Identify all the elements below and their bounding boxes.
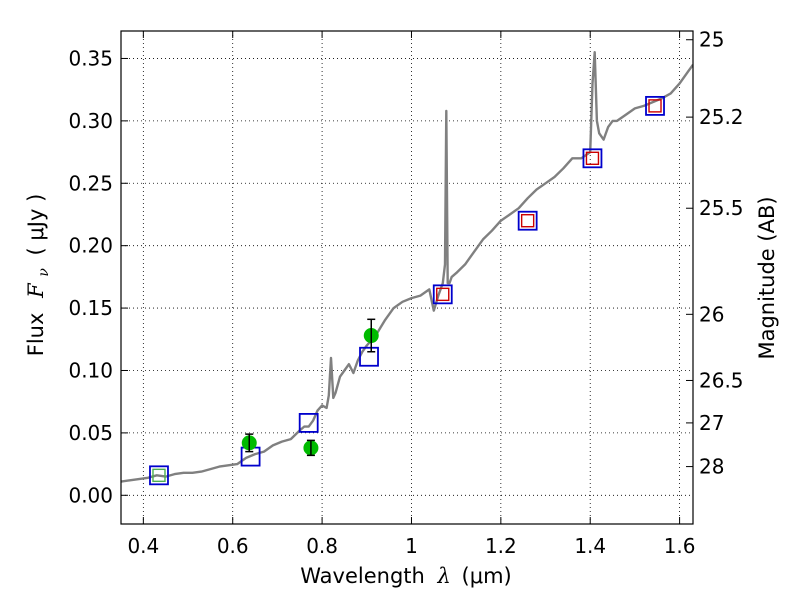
x-tick-label: 1.4	[574, 534, 606, 558]
plot-frame	[120, 30, 694, 525]
y2-axis-label: Magnitude (AB)	[755, 196, 779, 359]
x-tick-label: 0.8	[306, 534, 338, 558]
y2-tick-label: 28	[699, 455, 724, 479]
model-flux-square	[432, 284, 453, 305]
y-axis-label-unit: ( μJy )	[24, 194, 48, 256]
y2-tick-label: 26	[699, 302, 724, 326]
model-flux-square	[582, 148, 603, 169]
inner-square-marker	[585, 151, 600, 166]
model-flux-square	[517, 210, 538, 231]
y2-tick-label: 25.2	[699, 105, 744, 129]
x-tick-label: 0.4	[127, 534, 159, 558]
y-tick-label: 0.00	[68, 483, 113, 507]
y-tick-label: 0.10	[68, 358, 113, 382]
grid-lines	[121, 31, 693, 524]
ticks: 0.4 0.6 0.8 1 1.2 1.4 1.6 0.00 0.05 0.10 0.15 0.20 0…	[68, 28, 743, 558]
x-axis-label-unit: (μm)	[462, 564, 512, 588]
spectrum-line	[121, 51, 693, 483]
y-axis-label-subscript: ν	[36, 268, 52, 277]
inner-square-marker	[152, 468, 166, 483]
x-axis-label: Wavelength λ (μm)	[300, 564, 511, 588]
x-tick-label: 1	[405, 534, 418, 558]
x-axis-label-text: Wavelength	[300, 564, 425, 588]
x-tick-label: 0.6	[217, 534, 249, 558]
y2-tick-label: 26.5	[699, 368, 744, 392]
y-axis-label: Flux F ν ( μJy )	[24, 194, 53, 357]
series-layer	[121, 51, 693, 486]
y2-tick-label: 25.5	[699, 196, 744, 220]
y-tick-label: 0.35	[68, 46, 113, 70]
inner-square-marker	[648, 99, 662, 113]
y-tick-label: 0.05	[68, 421, 113, 445]
y2-tick-label: 27	[699, 411, 724, 435]
y-tick-label: 0.15	[68, 296, 113, 320]
y2-tick-label: 25	[699, 28, 724, 52]
model-flux-square	[149, 465, 169, 486]
y-tick-label: 0.30	[68, 109, 113, 133]
inner-square-marker	[436, 287, 450, 302]
y-axis-label-symbol: F	[24, 282, 48, 299]
inner-square-marker	[520, 214, 535, 228]
x-axis-label-symbol: λ	[437, 564, 451, 588]
x-tick-label: 1.2	[485, 534, 517, 558]
model-flux-square	[359, 346, 379, 367]
y-axis-label-text: Flux	[24, 313, 48, 357]
y-tick-label: 0.25	[68, 171, 113, 195]
model-flux-square	[645, 95, 665, 116]
x-tick-label: 1.6	[664, 534, 696, 558]
model-flux-square	[298, 413, 319, 433]
y-tick-label: 0.20	[68, 234, 113, 258]
